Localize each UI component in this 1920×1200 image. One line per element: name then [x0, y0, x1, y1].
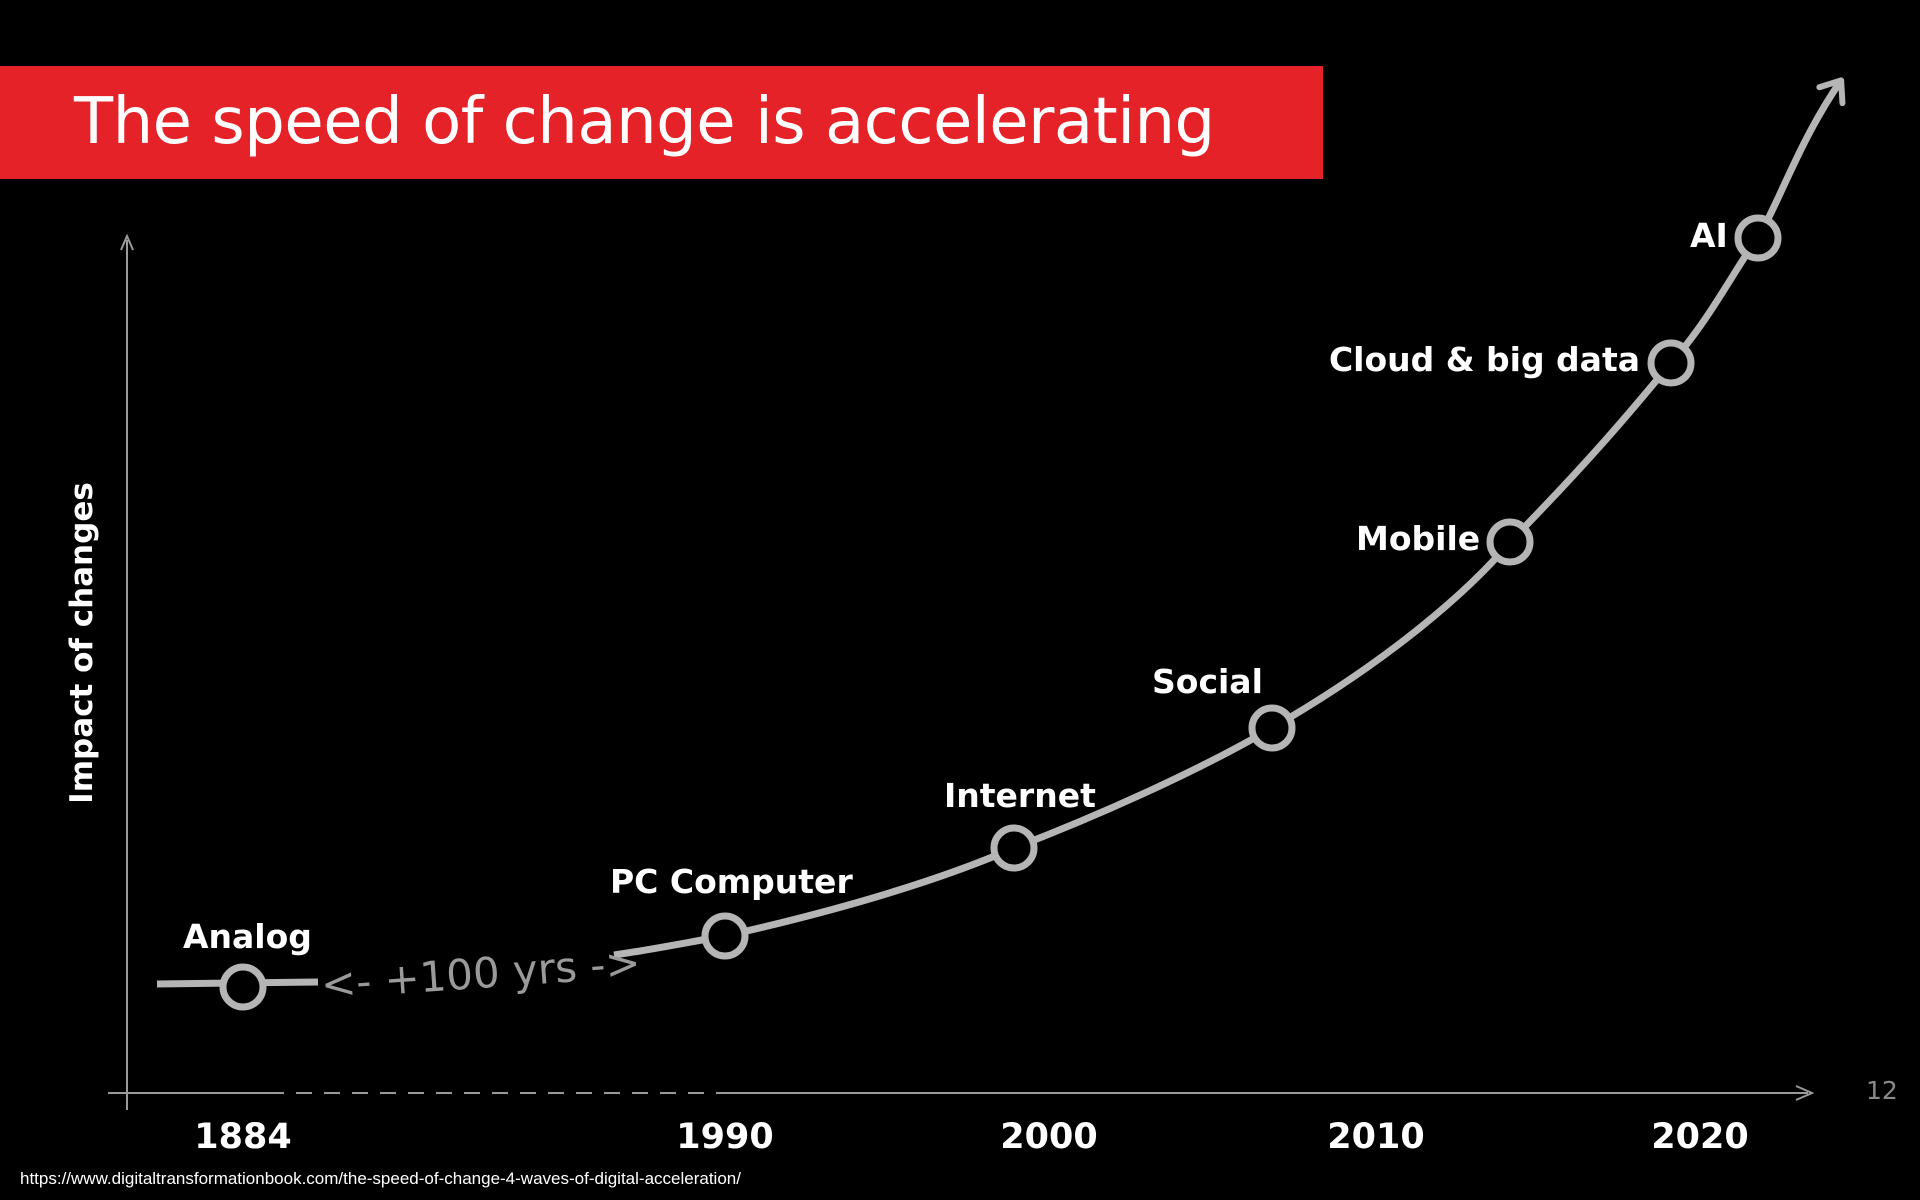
analog-node: [219, 963, 267, 1011]
year-label-1990: 1990: [676, 1117, 773, 1157]
milestone-label-social: Social: [1152, 662, 1263, 701]
milestone-label-internet: Internet: [944, 776, 1096, 815]
title-banner: The speed of change is accelerating: [0, 66, 1323, 179]
growth-curve: [613, 77, 1846, 959]
milestone-label-pc-computer: PC Computer: [610, 862, 853, 901]
ai-node: [1734, 214, 1782, 262]
milestone-nodes: [219, 214, 1782, 1011]
pc-computer-node: [701, 912, 749, 960]
milestone-label-mobile: Mobile: [1356, 519, 1480, 558]
year-label-1884: 1884: [194, 1117, 291, 1157]
internet-node: [990, 824, 1038, 872]
year-label-2000: 2000: [1000, 1117, 1097, 1157]
y-axis: [120, 233, 134, 1110]
milestone-label-analog: Analog: [183, 917, 312, 956]
milestone-label-cloud-big-data: Cloud & big data: [1329, 340, 1640, 379]
gap-annotation: <- +100 yrs ->: [319, 938, 642, 1009]
cloud-big-data-node: [1647, 339, 1695, 387]
slide-title: The speed of change is accelerating: [74, 85, 1215, 159]
source-link[interactable]: https://www.digitaltransformationbook.co…: [20, 1169, 741, 1188]
y-axis-label: Impact of changes: [64, 482, 100, 804]
social-node: [1248, 704, 1296, 752]
page-number: 12: [1866, 1076, 1898, 1105]
milestone-label-ai: AI: [1690, 216, 1728, 255]
year-label-2020: 2020: [1651, 1117, 1748, 1157]
mobile-node: [1486, 518, 1534, 566]
year-label-2010: 2010: [1327, 1117, 1424, 1157]
x-axis: [108, 1085, 1815, 1101]
